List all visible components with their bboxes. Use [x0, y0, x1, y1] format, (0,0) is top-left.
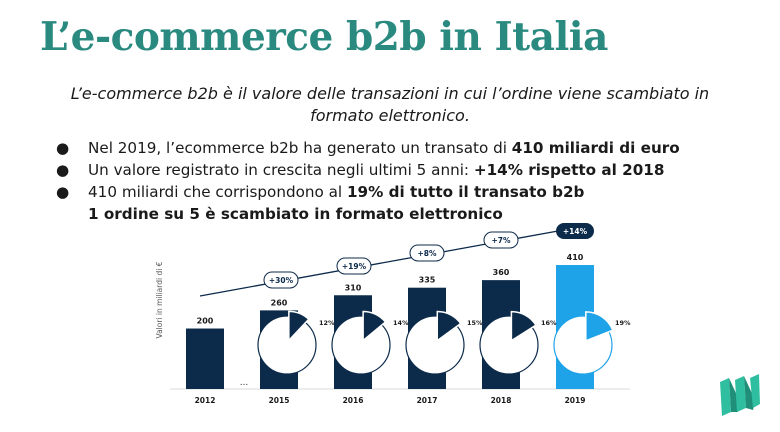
- bar-value-label: 360: [493, 268, 510, 277]
- pie-chart: [257, 315, 317, 375]
- bar-value-label: 410: [567, 253, 584, 262]
- axis-gap-marker: ...: [240, 378, 249, 388]
- growth-label: +30%: [269, 276, 294, 285]
- growth-badge: [556, 223, 594, 239]
- bar-value-label: 200: [197, 317, 214, 326]
- pie-slice: [288, 310, 310, 343]
- pie-slice: [362, 310, 387, 343]
- bullet-text: Nel 2019, l’ecommerce b2b ha generato un…: [88, 139, 512, 157]
- pie-slice: [436, 310, 462, 343]
- bullet-highlight: 19% di tutto il transato b2b: [346, 183, 585, 201]
- bullet-text: Un valore registrato in crescita negli u…: [88, 161, 474, 179]
- pie-share-label: 12%: [319, 319, 335, 327]
- pie-share-label: 15%: [467, 319, 483, 327]
- bar-value-label: 260: [271, 298, 288, 307]
- pie-share-label: 16%: [541, 319, 557, 327]
- pie-share-label: 19%: [615, 319, 631, 327]
- growth-badge: [483, 231, 519, 249]
- x-tick-label: 2016: [343, 396, 364, 405]
- page-subtitle: L’e-commerce b2b è il valore delle trans…: [70, 84, 710, 125]
- bullet-item: ● Un valore registrato in crescita negli…: [52, 159, 752, 181]
- x-tick-label: 2012: [195, 396, 216, 405]
- x-tick-label: 2019: [565, 396, 586, 405]
- growth-badge: [336, 257, 372, 275]
- bullet-dot: ●: [56, 183, 70, 201]
- x-tick-label: 2015: [269, 396, 290, 405]
- bullet-text: 410 miliardi che corrispondono al: [88, 183, 347, 201]
- bullet-item: ● Nel 2019, l’ecommerce b2b ha generato …: [52, 137, 752, 159]
- page-title: L’e-commerce b2b in Italia: [40, 14, 608, 60]
- growth-badge: [409, 244, 445, 262]
- bullet-dot: ●: [56, 139, 70, 157]
- bullet-list: ● Nel 2019, l’ecommerce b2b ha generato …: [52, 137, 752, 225]
- growth-label: +19%: [342, 262, 367, 271]
- brand-logo-icon: [720, 374, 760, 416]
- growth-label: +7%: [491, 236, 511, 245]
- bullet-highlight: +14% rispetto al 2018: [473, 161, 665, 179]
- bullet-dot: ●: [56, 161, 70, 179]
- pie-share-label: 14%: [393, 319, 409, 327]
- bullet-item: ● 410 miliardi che corrispondono al 19% …: [52, 181, 752, 225]
- growth-label: +14%: [563, 227, 588, 236]
- pie-slice: [510, 310, 537, 342]
- growth-label: +8%: [417, 249, 437, 258]
- bar-value-label: 310: [345, 283, 362, 292]
- x-tick-label: 2017: [417, 396, 438, 405]
- bar-value-label: 335: [419, 276, 436, 285]
- pie-slice: [585, 311, 614, 342]
- y-axis-label: Valori in miliardi di €: [155, 261, 164, 338]
- x-tick-label: 2018: [491, 396, 512, 405]
- bullet-second-line: 1 ordine su 5 è scambiato in formato ele…: [88, 205, 503, 223]
- bullet-highlight: 410 miliardi di euro: [511, 139, 680, 157]
- bar: [186, 328, 224, 389]
- growth-badge: [263, 271, 299, 289]
